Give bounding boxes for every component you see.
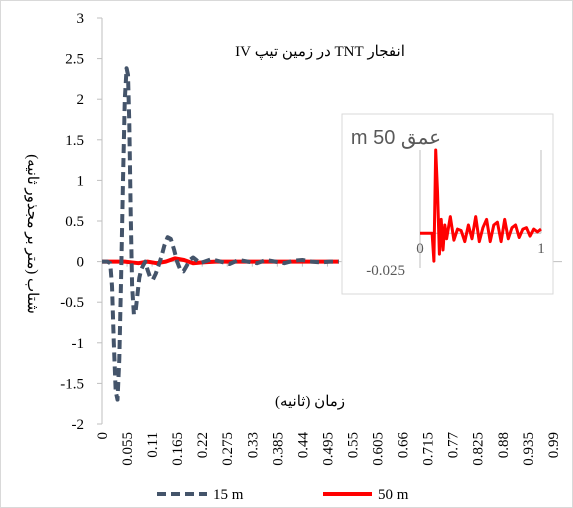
x-tick-label: 0.33 [245, 432, 261, 458]
y-tick-label: 3 [77, 11, 85, 27]
x-tick-label: 0.88 [496, 432, 512, 458]
x-tick-label: 0.11 [145, 432, 161, 458]
inset-series [420, 148, 542, 263]
x-tick-label: 0 [95, 432, 111, 440]
legend-label-50m: 50 m [378, 487, 409, 503]
y-tick-label: 2 [77, 92, 85, 108]
series-line-15m [102, 66, 339, 402]
chart-title: انفجار TNT در زمین تیپ IV [235, 44, 405, 60]
y-tick-label: -0.5 [60, 295, 84, 311]
y-tick-label: 1.5 [65, 133, 84, 149]
y-tick-label: 2.5 [65, 52, 84, 68]
y-tick-label: -1.5 [60, 376, 84, 392]
x-tick-label: 0.385 [270, 432, 286, 466]
y-tick-label: 0.5 [65, 214, 84, 230]
x-tick-label: 0.495 [320, 432, 336, 466]
x-tick-label: 0.055 [120, 432, 136, 466]
inset-chart: عمق 50 m 0 1 -0.025 [341, 113, 554, 295]
inset-x-tick-0: 0 [416, 241, 424, 257]
y-tick-label: 1 [77, 173, 85, 189]
inset-frame [341, 113, 554, 295]
y-tick-label: 0 [77, 255, 85, 271]
x-tick-label: 0.605 [371, 432, 387, 466]
y-axis-label: شتاب (متر بر مجذور ثانیه) [24, 154, 40, 314]
x-tick-label: 0.66 [396, 432, 412, 459]
x-tick-label: 0.77 [446, 432, 462, 459]
y-tick-label: -1 [72, 336, 85, 352]
y-tick-labels: 3 2.5 2 1.5 1 0.5 0 -0.5 -1 -1.5 -2 [60, 11, 84, 433]
y-tick-label: -2 [72, 417, 85, 433]
main-series [102, 66, 339, 402]
x-tick-label: 0.825 [471, 432, 487, 466]
x-tick-label: 0.275 [220, 432, 236, 466]
inset-title: عمق 50 m [351, 127, 441, 149]
inset-y-tick-min: -0.025 [366, 263, 405, 279]
x-tick-label: 0.935 [521, 432, 537, 466]
legend-label-15m: 15 m [213, 487, 244, 503]
inset-series-line [420, 148, 542, 263]
x-tick-label: 0.44 [295, 432, 311, 459]
x-tick-labels: 0 0.055 0.11 0.165 0.22 0.275 0.33 0.385 0.44 0.4… [95, 432, 562, 466]
x-tick-label: 0.99 [546, 432, 562, 458]
x-tick-label: 0.715 [421, 432, 437, 466]
x-tick-label: 0.22 [195, 432, 211, 458]
x-axis-label: زمان (ثانیه) [275, 394, 345, 410]
legend: 15 m 50 m [157, 487, 409, 503]
x-tick-label: 0.55 [345, 432, 361, 458]
x-tick-label: 0.165 [170, 432, 186, 466]
inset-x-tick-1: 1 [537, 241, 545, 257]
